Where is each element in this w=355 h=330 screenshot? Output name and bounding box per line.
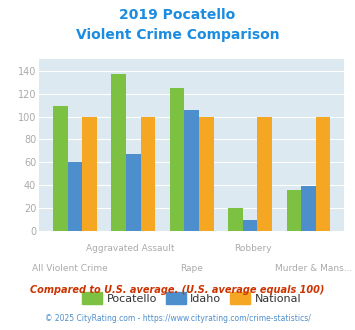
Bar	[111, 74, 126, 231]
Text: All Violent Crime: All Violent Crime	[32, 264, 108, 273]
Bar	[141, 116, 155, 231]
Bar	[67, 162, 82, 231]
Bar	[82, 116, 97, 231]
Bar	[53, 106, 67, 231]
Text: Compared to U.S. average. (U.S. average equals 100): Compared to U.S. average. (U.S. average …	[30, 285, 325, 295]
Text: Violent Crime Comparison: Violent Crime Comparison	[76, 28, 279, 42]
Bar	[243, 219, 257, 231]
Text: © 2025 CityRating.com - https://www.cityrating.com/crime-statistics/: © 2025 CityRating.com - https://www.city…	[45, 314, 310, 323]
Bar	[257, 116, 272, 231]
Bar	[228, 208, 243, 231]
Bar	[170, 88, 184, 231]
Bar	[126, 154, 141, 231]
Bar	[301, 186, 316, 231]
Bar	[199, 116, 214, 231]
Legend: Pocatello, Idaho, National: Pocatello, Idaho, National	[78, 288, 306, 308]
Bar	[316, 116, 331, 231]
Bar	[184, 110, 199, 231]
Text: 2019 Pocatello: 2019 Pocatello	[119, 8, 236, 22]
Text: Murder & Mans...: Murder & Mans...	[275, 264, 353, 273]
Text: Aggravated Assault: Aggravated Assault	[86, 244, 175, 253]
Text: Rape: Rape	[180, 264, 203, 273]
Bar	[286, 190, 301, 231]
Text: Robbery: Robbery	[234, 244, 272, 253]
